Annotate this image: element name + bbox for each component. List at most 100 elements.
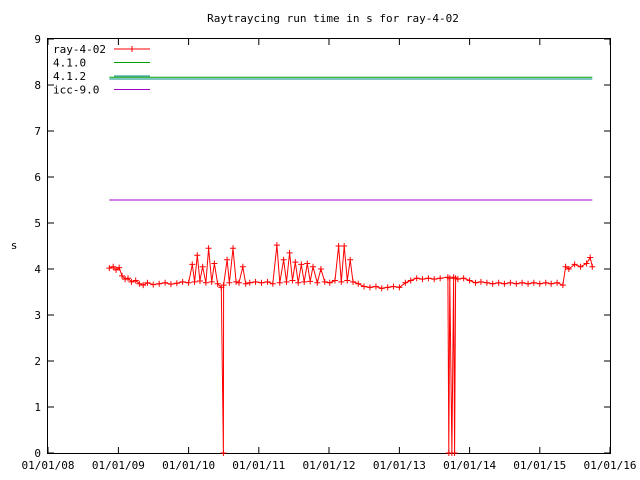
data-point xyxy=(173,280,180,287)
data-point xyxy=(314,279,321,286)
x-tick-label: 01/01/09 xyxy=(92,459,145,472)
data-point xyxy=(156,280,163,287)
x-tick-label: 01/01/15 xyxy=(513,459,566,472)
data-point xyxy=(264,278,271,285)
data-point xyxy=(513,280,520,287)
data-point xyxy=(307,278,314,285)
data-point xyxy=(211,260,218,267)
data-point xyxy=(150,281,157,288)
chart-title: Raytraycing run time in s for ray-4-02 xyxy=(207,12,459,25)
data-point xyxy=(295,279,302,286)
data-point xyxy=(525,280,532,287)
y-tick-label: 9 xyxy=(34,33,41,46)
legend-marker xyxy=(129,46,135,52)
data-point xyxy=(298,261,305,268)
data-point xyxy=(460,275,467,282)
data-point xyxy=(110,263,117,270)
data-point xyxy=(208,278,215,285)
data-point xyxy=(292,259,299,266)
data-point xyxy=(273,242,280,249)
data-point xyxy=(119,272,126,279)
data-point xyxy=(196,277,203,284)
data-point xyxy=(402,279,409,286)
data-point xyxy=(224,256,231,263)
data-point xyxy=(194,252,201,259)
x-tick-label: 01/01/14 xyxy=(443,459,496,472)
data-point xyxy=(233,278,240,285)
data-point xyxy=(230,245,237,252)
legend-label: 4.1.0 xyxy=(53,57,86,70)
data-point xyxy=(355,280,362,287)
data-point xyxy=(495,279,502,286)
y-axis-label: s xyxy=(11,239,18,252)
data-point xyxy=(199,263,206,270)
data-point xyxy=(519,279,526,286)
data-point xyxy=(317,266,324,272)
y-tick-label: 2 xyxy=(34,355,41,368)
data-point xyxy=(286,249,293,256)
data-point xyxy=(338,278,345,285)
y-tick-label: 3 xyxy=(34,309,41,322)
data-point xyxy=(125,275,132,282)
data-point xyxy=(589,263,596,270)
legend-label: icc-9.0 xyxy=(53,84,99,97)
y-tick-label: 5 xyxy=(34,217,41,230)
data-point xyxy=(425,275,432,282)
data-point xyxy=(304,260,311,267)
data-point xyxy=(562,263,569,270)
data-point xyxy=(252,278,259,285)
data-point xyxy=(454,276,461,283)
data-point xyxy=(507,279,514,286)
axis-ticks xyxy=(47,38,611,454)
data-point xyxy=(132,277,139,284)
data-point xyxy=(341,243,348,249)
data-point xyxy=(246,279,253,286)
data-point xyxy=(189,261,196,268)
data-point xyxy=(437,275,444,282)
data-point xyxy=(390,283,397,290)
data-point xyxy=(372,283,379,290)
series-layer xyxy=(106,76,596,456)
data-point xyxy=(446,275,453,282)
data-point xyxy=(242,280,249,287)
data-point xyxy=(235,279,242,286)
data-point xyxy=(571,261,578,268)
data-point xyxy=(431,276,438,283)
series-ray-4-02 xyxy=(106,242,596,456)
data-point xyxy=(167,281,174,288)
tick-labels: 0 1 2 3 4 5 6 7 8 9 01/01/08 01/01/09 01/01/10 01/01/… xyxy=(22,33,637,472)
data-point xyxy=(384,284,391,291)
data-point xyxy=(554,279,561,286)
data-point xyxy=(347,256,354,263)
data-point xyxy=(310,263,317,270)
data-point xyxy=(321,278,328,285)
y-tick-label: 8 xyxy=(34,79,41,92)
y-tick-label: 7 xyxy=(34,125,41,138)
data-point xyxy=(214,280,221,287)
y-tick-label: 6 xyxy=(34,171,41,184)
data-point xyxy=(205,245,212,252)
data-point xyxy=(565,266,572,272)
data-point xyxy=(583,260,590,267)
y-tick-label: 0 xyxy=(34,447,41,460)
data-point xyxy=(280,256,287,263)
data-point xyxy=(331,277,338,284)
data-point xyxy=(144,279,151,286)
data-point xyxy=(477,278,484,285)
data-point xyxy=(301,278,308,285)
data-point xyxy=(344,277,351,284)
data-point xyxy=(361,283,368,290)
legend-label: ray-4-02 xyxy=(53,43,106,56)
data-point xyxy=(489,280,496,287)
series-line xyxy=(109,245,593,454)
data-point xyxy=(258,279,265,286)
x-tick-label: 01/01/12 xyxy=(303,459,356,472)
data-point xyxy=(226,279,233,286)
data-point xyxy=(350,278,357,285)
data-point xyxy=(122,276,129,283)
data-point xyxy=(162,279,169,286)
data-point xyxy=(239,263,246,270)
data-point xyxy=(483,279,490,286)
